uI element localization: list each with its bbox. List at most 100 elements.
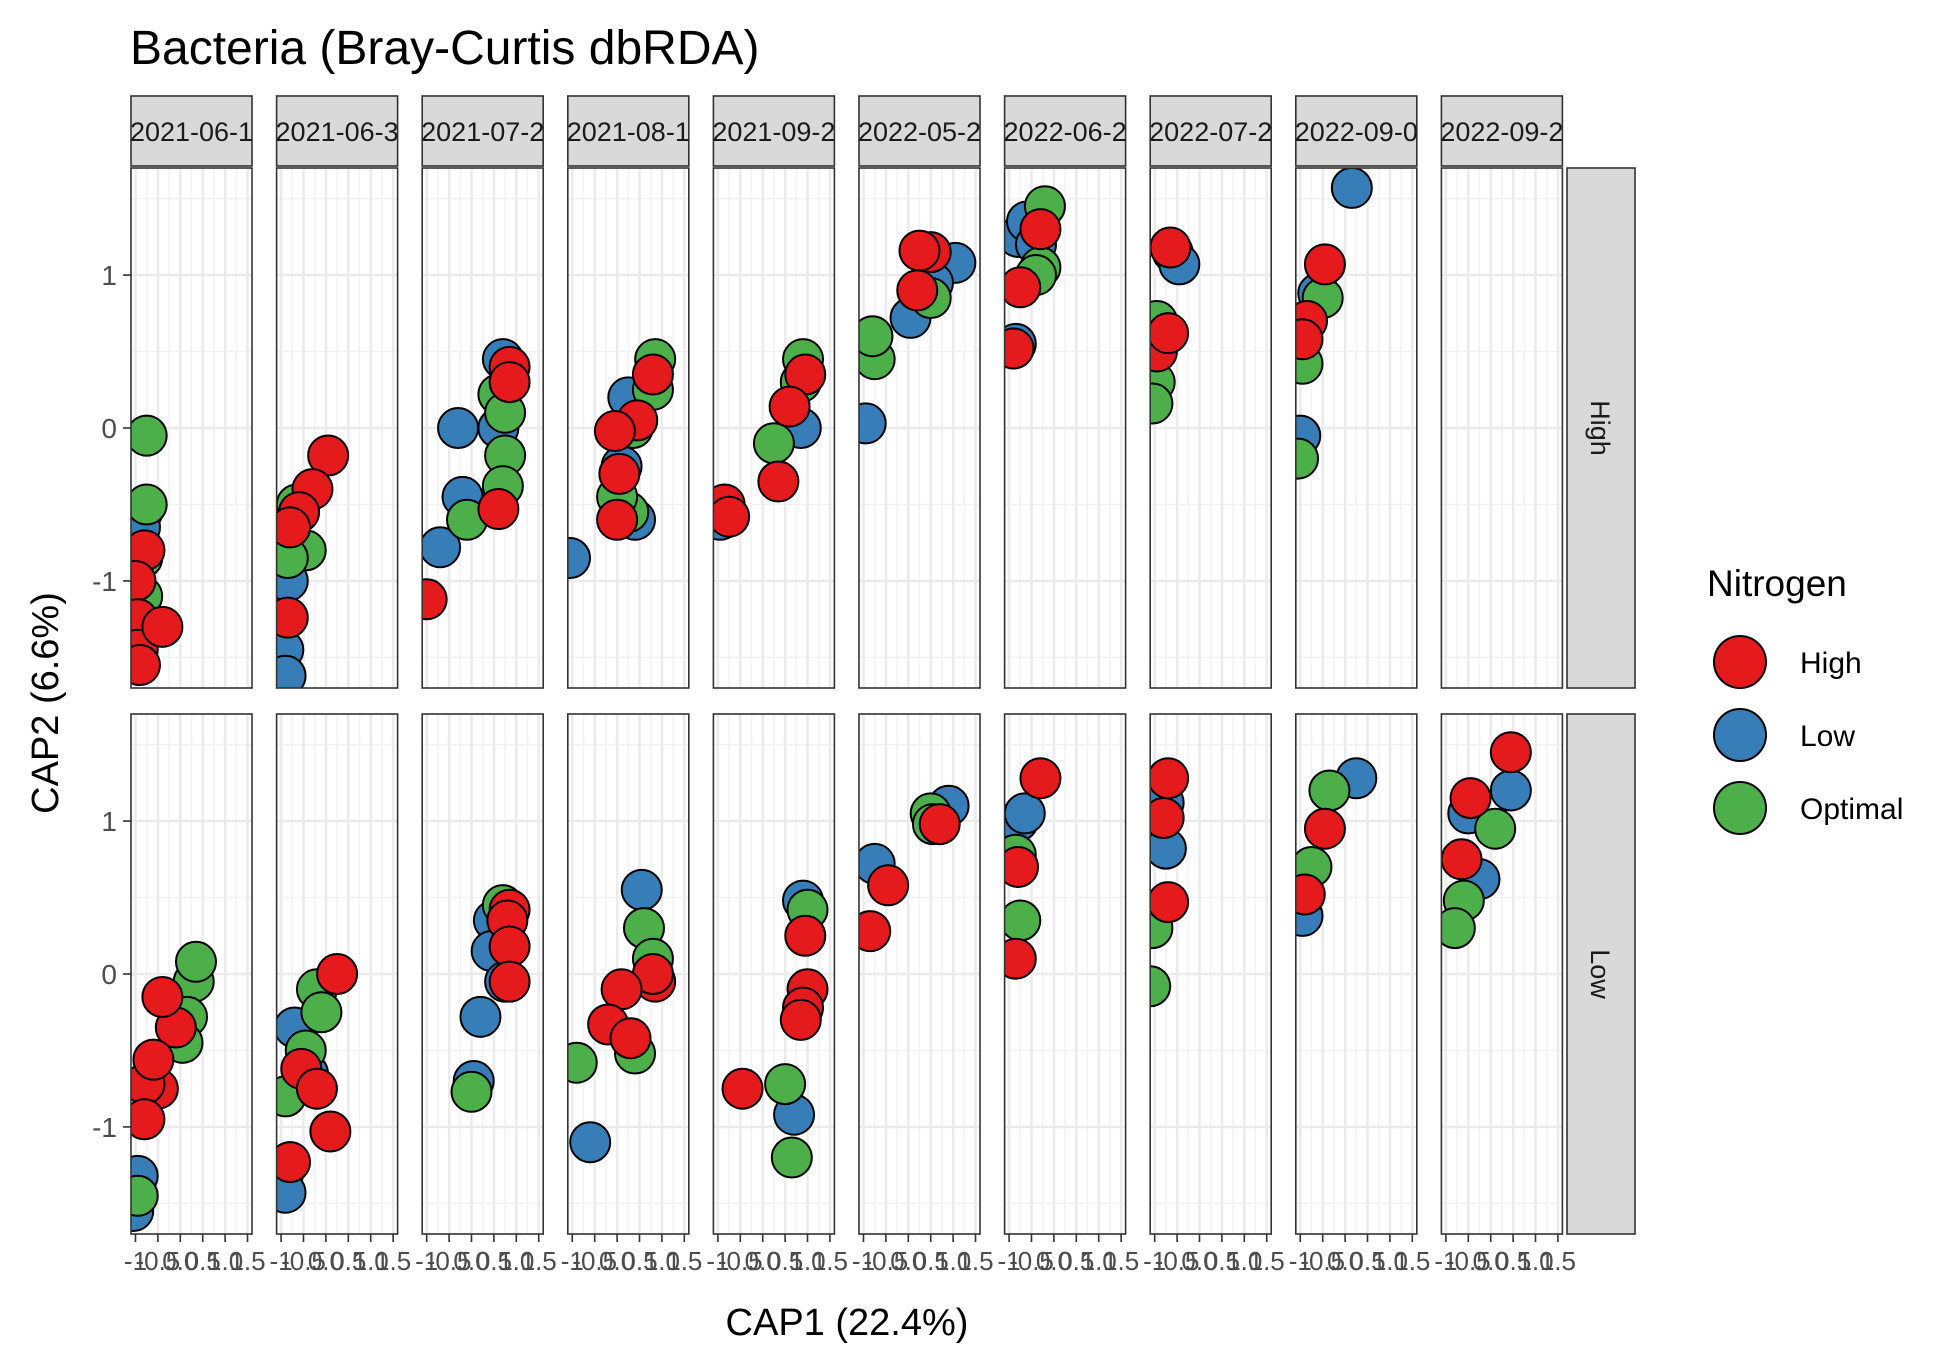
y-axis-title: CAP2 (6.6%): [25, 592, 67, 814]
column-strip: [1295, 95, 1418, 167]
facet-panel: [1150, 168, 1272, 688]
data-point: [596, 498, 639, 541]
row-strip-label: Low: [1585, 949, 1615, 999]
x-tick-label: 1.0: [1226, 1246, 1262, 1276]
panel-border: [1003, 167, 1127, 689]
row-strip-label: High: [1585, 400, 1615, 456]
row-strip: [1566, 713, 1636, 1235]
column-strip-label: 2021-06-1: [130, 117, 253, 147]
panel-border: [1440, 713, 1564, 1235]
x-tick-label: 0.0: [162, 1246, 198, 1276]
x-tick-label: 0.0: [1473, 1246, 1509, 1276]
x-tick-label: 1.5: [957, 1246, 993, 1276]
x-tick-label: -1: [415, 1246, 438, 1276]
data-point: [1004, 327, 1035, 370]
data-point: [1019, 208, 1062, 251]
data-point: [276, 596, 309, 639]
x-axis-title: CAP1 (22.4%): [726, 1302, 969, 1344]
data-point: [141, 605, 184, 648]
data-point: [1441, 838, 1483, 881]
data-point: [488, 960, 531, 1003]
data-point: [764, 1063, 807, 1106]
column-strip: [130, 95, 253, 167]
x-tick-label: -1: [706, 1246, 729, 1276]
data-point: [1330, 168, 1373, 209]
data-point: [459, 995, 502, 1038]
legend-key-high: [1713, 635, 1767, 689]
data-point: [1150, 881, 1190, 924]
column-strip-label: 2022-05-2: [858, 117, 981, 147]
column-strip-label: 2022-09-2: [1440, 117, 1563, 147]
x-tick-label: -1: [998, 1246, 1021, 1276]
data-point: [295, 1067, 338, 1110]
data-point: [131, 644, 161, 687]
data-point: [1004, 937, 1037, 980]
x-tick-label: 0.5: [330, 1246, 366, 1276]
column-strip-label: 2022-09-0: [1295, 117, 1418, 147]
panel-border: [421, 713, 545, 1235]
y-tick-label: 1: [101, 260, 117, 291]
facet-panel: [1441, 168, 1563, 688]
x-tick-label: 1.0: [1081, 1246, 1117, 1276]
panel-border: [1440, 167, 1564, 689]
panel-border: [1149, 713, 1272, 1235]
data-point: [898, 229, 941, 272]
facet-panel: [422, 168, 544, 688]
facet-panel: [1295, 168, 1417, 688]
facet-panel: [713, 168, 835, 688]
y-tick-label: 0: [101, 959, 117, 990]
column-strip-label: 2021-06-3: [276, 117, 399, 147]
facet-panel: [276, 168, 398, 688]
x-tick-label: -0.5: [863, 1246, 908, 1276]
x-tick-label: 0.5: [476, 1246, 512, 1276]
column-strip: [566, 95, 690, 167]
data-point: [752, 422, 795, 465]
x-tick-label: -0.5: [1300, 1246, 1345, 1276]
legend-title: Nitrogen: [1707, 563, 1847, 604]
data-point: [770, 1136, 813, 1179]
data-point: [713, 495, 751, 538]
x-tick-label: 0.0: [745, 1246, 781, 1276]
column-strip: [275, 95, 399, 167]
data-point: [757, 460, 800, 503]
x-tick-label: -0.5: [1009, 1246, 1054, 1276]
data-point: [593, 410, 636, 453]
data-point: [598, 452, 641, 495]
x-tick-label: -1: [852, 1246, 875, 1276]
data-point: [1489, 731, 1532, 774]
legend-key-low: [1713, 708, 1767, 762]
data-point: [721, 1067, 764, 1110]
data-point: [1150, 226, 1192, 269]
x-tick-label: 1.0: [353, 1246, 389, 1276]
data-point: [620, 868, 663, 911]
x-tick-label: -1: [1143, 1246, 1166, 1276]
panel-border: [712, 167, 836, 689]
data-point: [859, 315, 894, 358]
panel-border: [858, 167, 981, 689]
data-point: [488, 361, 531, 404]
data-point: [131, 483, 168, 526]
data-point: [437, 407, 480, 449]
x-tick-label: 0.5: [1204, 1246, 1240, 1276]
x-tick-label: 0.0: [1036, 1246, 1072, 1276]
data-point: [132, 1038, 175, 1081]
data-point: [276, 1141, 312, 1184]
data-point: [1150, 965, 1172, 1008]
column-strip: [1440, 95, 1564, 167]
data-point: [609, 1017, 652, 1060]
x-tick-label: -0.5: [718, 1246, 763, 1276]
x-tick-label: 0.0: [453, 1246, 489, 1276]
data-point: [567, 537, 592, 579]
x-tick-label: 1.5: [1540, 1246, 1576, 1276]
panel-border: [1295, 713, 1418, 1235]
x-tick-label: 1.0: [1372, 1246, 1408, 1276]
panel-border: [275, 167, 399, 689]
facet-panel: [131, 168, 252, 688]
x-tick-label: 0.5: [1349, 1246, 1385, 1276]
x-tick-label: 1.0: [1517, 1246, 1553, 1276]
x-tick-label: -0.5: [1155, 1246, 1200, 1276]
data-point: [1150, 757, 1190, 800]
x-tick-label: 1.0: [498, 1246, 534, 1276]
data-point: [276, 654, 307, 688]
column-strip-label: 2022-07-2: [1149, 117, 1272, 147]
